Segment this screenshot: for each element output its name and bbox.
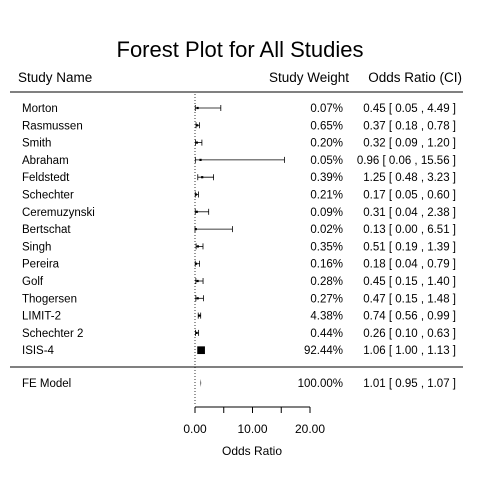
study-row: Bertschat 0.02% 0.13 [ 0.00 , 6.51 ] xyxy=(22,224,456,236)
study-odds-ratio: 0.32 [ 0.09 , 1.20 ] xyxy=(363,138,456,150)
study-row: Feldstedt 0.39% 1.25 [ 0.48 , 3.23 ] xyxy=(22,172,456,184)
study-name: Abraham xyxy=(22,155,69,167)
study-name: Smith xyxy=(22,138,51,150)
x-tick-label: 0.00 xyxy=(183,422,207,436)
study-row: Pereira 0.16% 0.18 [ 0.04 , 0.79 ] xyxy=(22,259,456,271)
x-tick-label: 20.00 xyxy=(295,422,325,436)
study-weight: 4.38% xyxy=(310,311,343,323)
study-name: ISIS-4 xyxy=(22,345,55,357)
study-name: LIMIT-2 xyxy=(22,311,61,323)
study-name: Schechter xyxy=(22,190,74,202)
point-estimate xyxy=(194,262,198,265)
study-name: Morton xyxy=(22,103,58,115)
point-estimate xyxy=(195,331,198,334)
study-weight: 0.16% xyxy=(310,259,343,271)
study-odds-ratio: 0.51 [ 0.19 , 1.39 ] xyxy=(363,241,456,253)
summary-weight: 100.00% xyxy=(298,378,343,390)
study-row: Smith 0.20% 0.32 [ 0.09 , 1.20 ] xyxy=(22,138,456,150)
point-estimate xyxy=(196,297,199,300)
study-row: Golf 0.28% 0.45 [ 0.15 , 1.40 ] xyxy=(22,276,456,288)
study-odds-ratio: 0.96 [ 0.06 , 15.56 ] xyxy=(357,155,456,167)
study-weight: 0.44% xyxy=(310,328,343,340)
study-odds-ratio: 0.18 [ 0.04 , 0.79 ] xyxy=(363,259,456,271)
x-tick-label: 10.00 xyxy=(237,422,267,436)
point-estimate xyxy=(194,228,197,231)
study-name: Ceremuzynski xyxy=(22,207,95,219)
study-weight: 0.35% xyxy=(310,241,343,253)
header-study-name: Study Name xyxy=(18,70,92,85)
study-odds-ratio: 0.45 [ 0.05 , 4.49 ] xyxy=(363,103,456,115)
study-weight: 0.07% xyxy=(310,103,343,115)
point-estimate xyxy=(194,193,198,196)
chart-title: Forest Plot for All Studies xyxy=(117,37,364,62)
study-weight: 0.09% xyxy=(310,207,343,219)
point-estimate xyxy=(196,124,199,127)
point-estimate xyxy=(201,176,204,179)
study-name: Rasmussen xyxy=(22,120,83,132)
header-odds-ratio: Odds Ratio (CI) xyxy=(368,70,462,85)
study-name: Thogersen xyxy=(22,293,77,305)
point-estimate xyxy=(196,106,199,110)
study-weight: 0.28% xyxy=(310,276,343,288)
study-odds-ratio: 0.47 [ 0.15 , 1.48 ] xyxy=(363,293,456,305)
point-estimate xyxy=(196,245,200,248)
study-name: Pereira xyxy=(22,259,60,271)
study-row: ISIS-4 92.44% 1.06 [ 1.00 , 1.13 ] xyxy=(22,345,456,357)
study-name: Singh xyxy=(22,241,51,253)
point-estimate xyxy=(198,314,201,317)
point-estimate xyxy=(195,210,198,213)
study-weight: 92.44% xyxy=(304,345,343,357)
study-weight: 0.20% xyxy=(310,138,343,150)
summary-odds-ratio: 1.01 [ 0.95 , 1.07 ] xyxy=(363,378,456,390)
point-estimate xyxy=(197,346,205,355)
study-odds-ratio: 1.25 [ 0.48 , 3.23 ] xyxy=(363,172,456,184)
study-odds-ratio: 0.37 [ 0.18 , 0.78 ] xyxy=(363,120,456,132)
study-odds-ratio: 0.26 [ 0.10 , 0.63 ] xyxy=(363,328,456,340)
study-name: Feldstedt xyxy=(22,172,70,184)
study-row: Schechter 2 0.44% 0.26 [ 0.10 , 0.63 ] xyxy=(22,328,456,340)
study-name: Bertschat xyxy=(22,224,71,236)
point-estimate xyxy=(196,279,199,283)
study-row: Thogersen 0.27% 0.47 [ 0.15 , 1.48 ] xyxy=(22,293,456,305)
study-weight: 0.27% xyxy=(310,293,343,305)
header-study-weight: Study Weight xyxy=(269,70,349,85)
study-odds-ratio: 0.13 [ 0.00 , 6.51 ] xyxy=(363,224,456,236)
point-estimate xyxy=(199,158,202,161)
study-odds-ratio: 0.31 [ 0.04 , 2.38 ] xyxy=(363,207,456,219)
point-estimate xyxy=(195,141,198,144)
study-row: Singh 0.35% 0.51 [ 0.19 , 1.39 ] xyxy=(22,241,456,253)
study-row: Schechter 0.21% 0.17 [ 0.05 , 0.60 ] xyxy=(22,190,456,202)
summary-name: FE Model xyxy=(22,378,71,390)
study-name: Golf xyxy=(22,276,44,288)
study-row: Ceremuzynski 0.09% 0.31 [ 0.04 , 2.38 ] xyxy=(22,207,456,219)
study-weight: 0.21% xyxy=(310,190,343,202)
study-name: Schechter 2 xyxy=(22,328,83,340)
x-axis: 0.00 10.00 20.00 xyxy=(183,406,325,436)
study-row: Rasmussen 0.65% 0.37 [ 0.18 , 0.78 ] xyxy=(22,120,456,132)
study-row: LIMIT-2 4.38% 0.74 [ 0.56 , 0.99 ] xyxy=(22,311,456,323)
study-row: Morton 0.07% 0.45 [ 0.05 , 4.49 ] xyxy=(22,103,456,115)
x-axis-label: Odds Ratio xyxy=(222,444,282,458)
study-odds-ratio: 0.17 [ 0.05 , 0.60 ] xyxy=(363,190,456,202)
study-rows: Morton 0.07% 0.45 [ 0.05 , 4.49 ] Rasmussen… xyxy=(22,103,456,357)
study-weight: 0.65% xyxy=(310,120,343,132)
summary-row: FE Model 100.00% 1.01 [ 0.95 , 1.07 ] xyxy=(22,378,456,390)
study-weight: 0.05% xyxy=(310,155,343,167)
study-odds-ratio: 0.74 [ 0.56 , 0.99 ] xyxy=(363,311,456,323)
study-odds-ratio: 0.45 [ 0.15 , 1.40 ] xyxy=(363,276,456,288)
summary-diamond xyxy=(200,379,202,387)
study-row: Abraham 0.05% 0.96 [ 0.06 , 15.56 ] xyxy=(22,155,456,167)
study-weight: 0.39% xyxy=(310,172,343,184)
study-weight: 0.02% xyxy=(310,224,343,236)
study-odds-ratio: 1.06 [ 1.00 , 1.13 ] xyxy=(363,345,456,357)
